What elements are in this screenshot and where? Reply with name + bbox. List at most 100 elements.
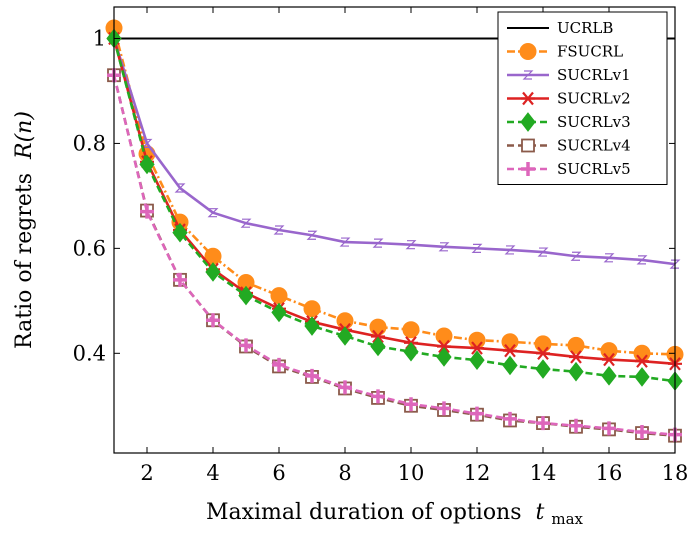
y-axis-label: Ratio of regrets R(n) xyxy=(12,111,37,349)
data-point xyxy=(536,416,550,431)
data-point xyxy=(535,359,551,379)
legend-label: SUCRLv4 xyxy=(557,137,631,155)
legend-marker xyxy=(521,91,535,106)
data-point xyxy=(633,344,651,362)
data-point xyxy=(273,225,285,235)
legend-marker xyxy=(522,70,534,80)
x-tick-label: 14 xyxy=(530,461,557,485)
data-point xyxy=(567,336,585,354)
x-tick-label: 18 xyxy=(662,461,689,485)
x-tick-label: 6 xyxy=(272,461,285,485)
data-point xyxy=(569,350,583,364)
series-sucrlv5 xyxy=(107,68,682,442)
data-point xyxy=(240,218,252,228)
data-point xyxy=(271,302,287,323)
data-point xyxy=(504,245,516,255)
x-axis-label: Maximal duration of options t max xyxy=(206,500,584,528)
data-point xyxy=(405,240,417,250)
data-point xyxy=(140,204,154,219)
legend-entry-sucrlv1: SUCRLv1 xyxy=(507,66,631,84)
y-tick-label: 1 xyxy=(93,26,106,50)
data-point xyxy=(569,418,583,433)
data-point xyxy=(304,316,320,336)
y-tick-label: 0.8 xyxy=(73,131,106,155)
data-point xyxy=(471,243,483,253)
data-point xyxy=(435,327,453,345)
data-point xyxy=(403,341,419,362)
plot-marks xyxy=(105,19,684,443)
data-point xyxy=(570,251,582,261)
data-point xyxy=(635,354,649,368)
legend-entry-fsucrl: FSUCRL xyxy=(507,43,623,61)
data-point xyxy=(205,262,221,282)
data-point xyxy=(270,287,288,305)
x-tick-label: 4 xyxy=(206,461,219,485)
x-tick-label: 8 xyxy=(338,461,351,485)
data-point xyxy=(371,389,385,404)
y-tick-label: 0.6 xyxy=(73,236,106,260)
y-axis-label-symbol: R(n) xyxy=(12,111,37,160)
legend-label: SUCRLv5 xyxy=(557,160,631,178)
data-point xyxy=(503,411,517,426)
x-axis-label-subscript: max xyxy=(551,510,583,528)
legend-marker xyxy=(520,112,536,132)
data-point xyxy=(305,368,319,383)
data-point xyxy=(437,401,451,416)
legend-label: SUCRLv3 xyxy=(557,113,631,131)
data-point xyxy=(470,341,484,355)
x-tick-label: 16 xyxy=(596,461,623,485)
legend-entry-sucrlv5: SUCRLv5 xyxy=(507,160,631,178)
data-point xyxy=(303,300,321,318)
x-axis-label-symbol: t xyxy=(536,500,545,525)
legend-label: UCRLB xyxy=(557,19,613,37)
data-point xyxy=(371,329,385,344)
data-point xyxy=(139,154,155,175)
data-point xyxy=(172,222,188,243)
data-point xyxy=(238,285,254,306)
data-point xyxy=(438,242,450,252)
legend-entry-sucrlv3: SUCRLv3 xyxy=(507,112,631,132)
data-point xyxy=(601,366,617,386)
data-point xyxy=(602,352,616,367)
legend-label: SUCRLv1 xyxy=(557,66,631,84)
legend-entry-sucrlv4: SUCRLv4 xyxy=(507,137,631,155)
legend-marker xyxy=(521,138,535,153)
legend-marker xyxy=(519,43,537,60)
x-axis-label-text: Maximal duration of options xyxy=(206,500,522,525)
data-point xyxy=(174,183,186,193)
legend-label: FSUCRL xyxy=(557,43,623,61)
plot-frame xyxy=(113,6,676,454)
data-point xyxy=(501,333,519,351)
legend-label: SUCRLv2 xyxy=(557,90,631,108)
data-point xyxy=(600,342,618,360)
data-point xyxy=(503,343,517,358)
y-tick-label: 0.4 xyxy=(73,341,106,365)
series-line-sucrlv5 xyxy=(112,74,676,436)
data-point xyxy=(469,350,485,370)
x-tick-label: 10 xyxy=(398,461,425,485)
data-point xyxy=(272,357,286,372)
legend-entry-sucrlv2: SUCRLv2 xyxy=(507,90,631,108)
data-point xyxy=(306,230,318,240)
data-point xyxy=(534,335,552,353)
data-point xyxy=(207,208,219,218)
legend-entry-ucrlb: UCRLB xyxy=(507,19,613,37)
x-tick-label: 2 xyxy=(140,461,153,485)
data-point xyxy=(635,425,649,440)
data-point xyxy=(437,339,451,354)
data-point xyxy=(602,421,616,436)
data-point xyxy=(603,253,615,263)
data-point xyxy=(470,406,484,421)
data-point xyxy=(536,346,550,361)
data-point xyxy=(372,238,384,248)
legend-marker xyxy=(521,162,535,176)
data-point xyxy=(404,397,418,412)
data-point xyxy=(537,247,549,257)
series-line-sucrlv1 xyxy=(112,38,676,266)
axis-ticks: 2 4 6 8 10 12 14 16 18 0.4 0.6 0.8 1 xyxy=(73,7,689,485)
data-point xyxy=(338,380,352,395)
data-point xyxy=(173,272,187,287)
data-point xyxy=(636,255,648,265)
data-point xyxy=(206,313,220,328)
